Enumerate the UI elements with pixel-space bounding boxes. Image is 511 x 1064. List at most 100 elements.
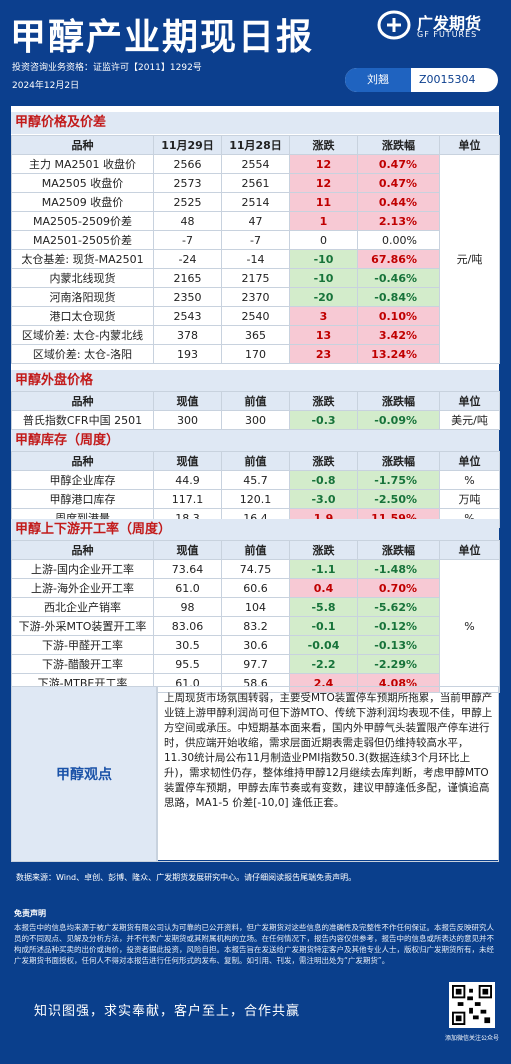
- previous-value: 74.75: [221, 559, 290, 579]
- change-pct: -0.84%: [357, 287, 440, 307]
- table-row: MA2505-2509价差 48 47 1 2.13%: [11, 211, 500, 231]
- change-value: 1: [289, 211, 358, 231]
- change-value: 13: [289, 325, 358, 345]
- change-value: -0.3: [289, 410, 358, 430]
- current-value: 2566: [153, 154, 222, 174]
- brand-en: GF FUTURES: [417, 30, 478, 39]
- change-value: 11: [289, 192, 358, 212]
- gf-futures-logo: 广发期货 GF FUTURES: [377, 10, 497, 44]
- table-row: 上游-国内企业开工率 73.64 74.75 -1.1 -1.48%%: [11, 559, 500, 693]
- table-row: 下游-醋酸开工率 95.5 97.7 -2.2 -2.29%: [11, 654, 500, 674]
- table-row: 上游-海外企业开工率 61.0 60.6 0.4 0.70%: [11, 578, 500, 598]
- column-header: 单位: [439, 540, 500, 560]
- item-name: MA2501-2505价差: [11, 230, 154, 250]
- column-header: 现值: [153, 540, 222, 560]
- column-header: 涨跌: [289, 540, 358, 560]
- current-value: 61.0: [153, 578, 222, 598]
- previous-value: 2561: [221, 173, 290, 193]
- column-header: 单位: [439, 391, 500, 411]
- column-header: 涨跌: [289, 391, 358, 411]
- column-header: 涨跌幅: [357, 540, 440, 560]
- table-header-row: 品种 现值 前值 涨跌 涨跌幅 单位: [11, 391, 500, 411]
- item-name: 下游-甲醛开工率: [11, 635, 154, 655]
- change-value: 0: [289, 230, 358, 250]
- qr-code-icon: [452, 985, 492, 1025]
- section-title-rates: 甲醇上下游开工率（周度）: [11, 519, 499, 541]
- previous-value: 365: [221, 325, 290, 345]
- change-pct: -0.13%: [357, 635, 440, 655]
- change-value: -3.0: [289, 489, 358, 509]
- table-row: 内蒙北线现货 2165 2175 -10 -0.46%: [11, 268, 500, 288]
- license-text: 投资咨询业务资格：证监许可【2011】1292号: [12, 63, 202, 73]
- change-pct: -1.48%: [357, 559, 440, 579]
- previous-value: 300: [221, 410, 290, 430]
- view-text: 上周现货市场氛围转弱，主要受MTO装置停车预期所拖累，当前甲醇产业链上游甲醇利润…: [157, 686, 499, 862]
- change-pct: -1.75%: [357, 470, 440, 490]
- rates-table: 品种 现值 前值 涨跌 涨跌幅 单位 上游-国内企业开工率 73.64 74.75 -1.1 -1.…: [11, 540, 500, 693]
- qr-code[interactable]: [449, 982, 495, 1028]
- item-name: 下游-外采MTO装置开工率: [11, 616, 154, 636]
- change-value: -20: [289, 287, 358, 307]
- column-header: 涨跌: [289, 135, 358, 155]
- change-value: -0.1: [289, 616, 358, 636]
- section-title-prices: 甲醇价格及价差: [11, 112, 499, 134]
- table-row: 主力 MA2501 收盘价 2566 2554 12 0.47% 元/吨: [11, 154, 500, 364]
- current-value: 48: [153, 211, 222, 231]
- change-value: -2.2: [289, 654, 358, 674]
- disclaimer-title: 免责声明: [14, 909, 46, 918]
- current-value: 73.64: [153, 559, 222, 579]
- table-row: 区域价差: 太仓-洛阳 193 170 23 13.24%: [11, 344, 500, 364]
- prices-table: 品种 11月29日 11月28日 涨跌 涨跌幅 单位 主力 MA2501 收盘价 2566 25…: [11, 135, 500, 364]
- item-name: 上游-海外企业开工率: [11, 578, 154, 598]
- change-pct: 0.00%: [357, 230, 440, 250]
- current-value: 98: [153, 597, 222, 617]
- section-title-foreign: 甲醇外盘价格: [11, 370, 499, 392]
- change-pct: 0.47%: [357, 154, 440, 174]
- item-name: 西北企业产销率: [11, 597, 154, 617]
- table-row: 港口太仓现货 2543 2540 3 0.10%: [11, 306, 500, 326]
- column-header: 品种: [11, 540, 154, 560]
- table-header-row: 品种 11月29日 11月28日 涨跌 涨跌幅 单位: [11, 135, 500, 155]
- previous-value: 30.6: [221, 635, 290, 655]
- item-name: 港口太仓现货: [11, 306, 154, 326]
- methanol-view: 甲醇观点 上周现货市场氛围转弱，主要受MTO装置停车预期所拖累，当前甲醇产业链上…: [11, 686, 499, 862]
- column-header: 品种: [11, 391, 154, 411]
- change-pct: 0.70%: [357, 578, 440, 598]
- unit-cell: %: [439, 470, 500, 490]
- stock-table: 品种 现值 前值 涨跌 涨跌幅 单位 甲醇企业库存 44.9 45.7 -0.8 -1.75%% 甲醇…: [11, 451, 500, 528]
- table-row: 甲醇企业库存 44.9 45.7 -0.8 -1.75%%: [11, 470, 500, 490]
- item-name: 区域价差: 太仓-内蒙北线: [11, 325, 154, 345]
- change-value: -0.04: [289, 635, 358, 655]
- change-value: 12: [289, 154, 358, 174]
- table-row: 下游-甲醛开工率 30.5 30.6 -0.04 -0.13%: [11, 635, 500, 655]
- change-value: 12: [289, 173, 358, 193]
- change-pct: -0.12%: [357, 616, 440, 636]
- column-header: 涨跌幅: [357, 451, 440, 471]
- report-title: 甲醇产业期现日报: [10, 17, 315, 58]
- unit-cell: 美元/吨: [439, 410, 500, 430]
- change-value: -10: [289, 249, 358, 269]
- column-header: 现值: [153, 391, 222, 411]
- current-value: 378: [153, 325, 222, 345]
- current-value: 44.9: [153, 470, 222, 490]
- column-header: 品种: [11, 451, 154, 471]
- item-name: 区域价差: 太仓-洛阳: [11, 344, 154, 364]
- column-header: 11月28日: [221, 135, 290, 155]
- column-header: 涨跌幅: [357, 135, 440, 155]
- table-row: MA2509 收盘价 2525 2514 11 0.44%: [11, 192, 500, 212]
- change-value: -5.8: [289, 597, 358, 617]
- gf-logo-icon: [377, 10, 411, 40]
- previous-value: 83.2: [221, 616, 290, 636]
- item-name: 主力 MA2501 收盘价: [11, 154, 154, 174]
- current-value: 117.1: [153, 489, 222, 509]
- item-name: 下游-醋酸开工率: [11, 654, 154, 674]
- current-value: 193: [153, 344, 222, 364]
- previous-value: 120.1: [221, 489, 290, 509]
- current-value: 95.5: [153, 654, 222, 674]
- column-header: 11月29日: [153, 135, 222, 155]
- table-row: MA2501-2505价差 -7 -7 0 0.00%: [11, 230, 500, 250]
- change-value: -0.8: [289, 470, 358, 490]
- foreign-table: 品种 现值 前值 涨跌 涨跌幅 单位 普氏指数CFR中国 2501 300 300 -0.3 -0.…: [11, 391, 500, 430]
- analyst-badge: 刘翘 Z0015304: [345, 68, 498, 92]
- current-value: 83.06: [153, 616, 222, 636]
